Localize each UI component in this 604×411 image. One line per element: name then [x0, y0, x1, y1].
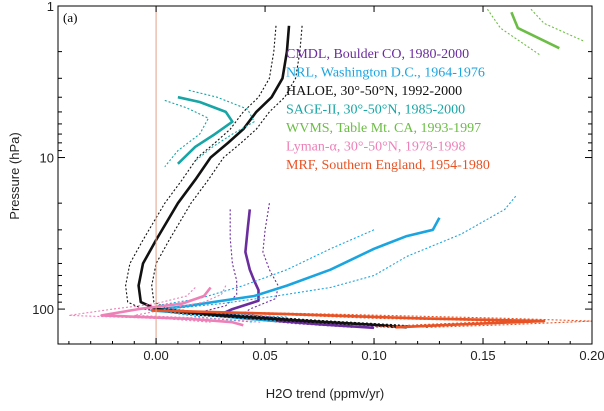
- series-1-mean-line: [220, 209, 375, 330]
- series-3-upper-bound: [151, 25, 429, 328]
- x-tick-label: 0.10: [361, 348, 386, 363]
- y-tick-label: 100: [32, 302, 54, 317]
- series-1-lower-bound: [199, 209, 353, 328]
- series-1: [199, 203, 396, 330]
- legend-entry-5: WVMS, Table Mt. CA, 1993-1997: [286, 121, 481, 136]
- x-tick-label: 0.20: [579, 348, 604, 363]
- series-6-mean-line: [100, 286, 244, 327]
- series-1-upper-bound: [241, 203, 396, 329]
- x-tick-label: 0.00: [143, 348, 168, 363]
- legend-entry-1: CMDL, Boulder CO, 1980-2000: [286, 47, 469, 62]
- series-5-upper-bound: [530, 8, 584, 42]
- series-4-lower-bound: [164, 99, 210, 168]
- series-7: [151, 309, 593, 329]
- series-5: [486, 8, 584, 56]
- y-axis-ticks: 1 10 100: [32, 0, 592, 317]
- x-axis-title: H2O trend (ppmv/yr): [266, 386, 384, 401]
- series-layer: [68, 8, 593, 330]
- x-axis-ticks: 0.00 0.05 0.10 0.15 0.20: [68, 6, 604, 363]
- series-6: [68, 285, 261, 327]
- y-tick-label: 1: [47, 0, 54, 14]
- y-tick-label: 10: [40, 151, 54, 166]
- legend-entry-2: NRL, Washington D.C., 1964-1976: [286, 66, 485, 81]
- legend: CMDL, Boulder CO, 1980-2000 NRL, Washingt…: [286, 47, 490, 173]
- panel-label: (a): [63, 10, 77, 25]
- series-6-upper-bound: [134, 285, 261, 323]
- plot-frame: [57, 5, 593, 345]
- legend-entry-7: MRF, Southern England, 1954-1980: [286, 158, 490, 173]
- legend-entry-4: SAGE-II, 30°-50°N, 1985-2000: [286, 103, 465, 118]
- series-2: [150, 195, 517, 323]
- legend-entry-3: HALOE, 30°-50°N, 1992-2000: [286, 84, 462, 99]
- series-4-upper-bound: [188, 89, 255, 162]
- y-axis-title: Pressure (hPa): [7, 132, 22, 219]
- x-tick-label: 0.05: [252, 348, 277, 363]
- series-2-mean-line: [150, 217, 441, 323]
- series-2-upper-bound: [166, 195, 517, 318]
- series-7-mean-line: [151, 309, 546, 329]
- series-4: [164, 89, 255, 168]
- series-3-mean-line: [137, 25, 407, 329]
- series-5-mean-line: [510, 11, 560, 50]
- x-tick-label: 0.15: [470, 348, 495, 363]
- series-2-lower-bound: [154, 229, 375, 323]
- legend-entry-6: Lyman-α, 30°-50°N, 1978-1998: [286, 140, 466, 155]
- series-4-mean-line: [176, 95, 234, 165]
